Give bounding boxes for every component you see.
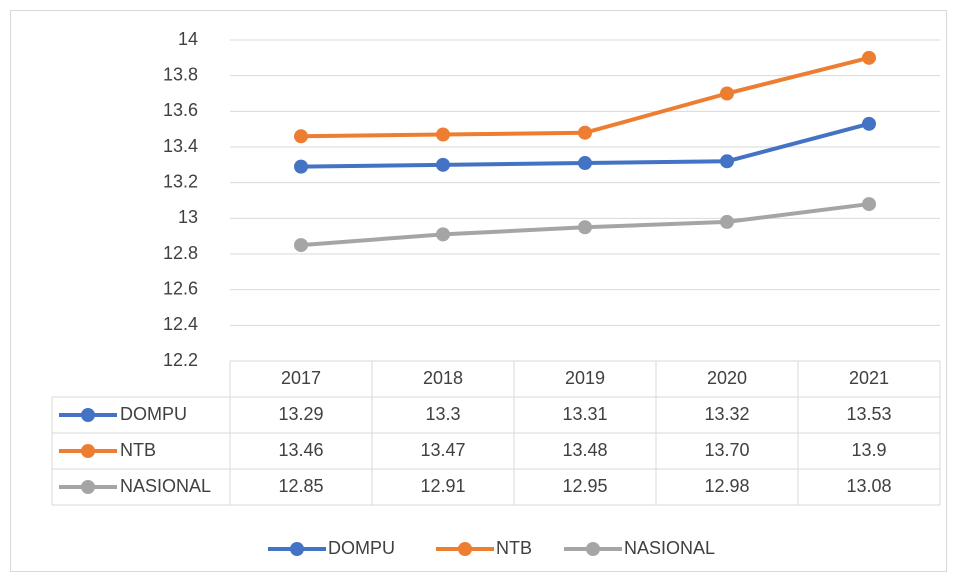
data-point [578, 125, 592, 140]
table-row-label: NASIONAL [120, 476, 211, 496]
y-tick-label: 12.2 [163, 350, 198, 370]
table-cell: 13.9 [851, 440, 886, 460]
data-point [862, 116, 876, 131]
y-tick-label: 13.8 [163, 64, 198, 84]
x-tick-label: 2021 [849, 368, 889, 388]
table-cell: 13.32 [704, 404, 749, 424]
y-tick-label: 13.4 [163, 136, 198, 156]
data-point [862, 50, 876, 65]
table-cell: 13.29 [278, 404, 323, 424]
data-point [294, 238, 308, 253]
y-tick-label: 13.2 [163, 171, 198, 191]
chart-border [10, 10, 947, 572]
x-tick-label: 2017 [281, 368, 321, 388]
table-row-label: DOMPU [120, 404, 187, 424]
table-cell: 12.98 [704, 476, 749, 496]
table-cell: 13.3 [425, 404, 460, 424]
table-cell: 12.91 [420, 476, 465, 496]
data-point [720, 214, 734, 229]
data-point [862, 197, 876, 212]
data-point [294, 129, 308, 144]
table-cell: 13.08 [846, 476, 891, 496]
y-tick-label: 12.8 [163, 243, 198, 263]
table-cell: 12.95 [562, 476, 607, 496]
table-cell: 13.46 [278, 440, 323, 460]
data-point [294, 159, 308, 174]
table-row-label: NTB [120, 440, 156, 460]
data-point [720, 154, 734, 169]
table-legend-dot [81, 444, 95, 458]
legend-dot [290, 542, 304, 556]
y-tick-label: 14 [178, 29, 198, 49]
legend-label: DOMPU [328, 538, 395, 558]
y-tick-label: 13 [178, 207, 198, 227]
y-tick-label: 12.6 [163, 278, 198, 298]
y-tick-label: 13.6 [163, 100, 198, 120]
data-point [578, 220, 592, 235]
data-point [578, 156, 592, 171]
table-legend-dot [81, 480, 95, 494]
data-point [720, 86, 734, 101]
table-cell: 13.53 [846, 404, 891, 424]
data-point [436, 157, 450, 172]
data-point [436, 127, 450, 142]
legend-label: NASIONAL [624, 538, 715, 558]
table-cell: 12.85 [278, 476, 323, 496]
table-cell: 13.70 [704, 440, 749, 460]
x-tick-label: 2018 [423, 368, 463, 388]
table-legend-dot [81, 408, 95, 422]
legend-dot [586, 542, 600, 556]
table-cell: 13.47 [420, 440, 465, 460]
legend-label: NTB [496, 538, 532, 558]
table-cell: 13.48 [562, 440, 607, 460]
y-tick-label: 12.4 [163, 314, 198, 334]
legend-dot [458, 542, 472, 556]
x-tick-label: 2019 [565, 368, 605, 388]
x-tick-label: 2020 [707, 368, 747, 388]
data-point [436, 227, 450, 242]
table-cell: 13.31 [562, 404, 607, 424]
